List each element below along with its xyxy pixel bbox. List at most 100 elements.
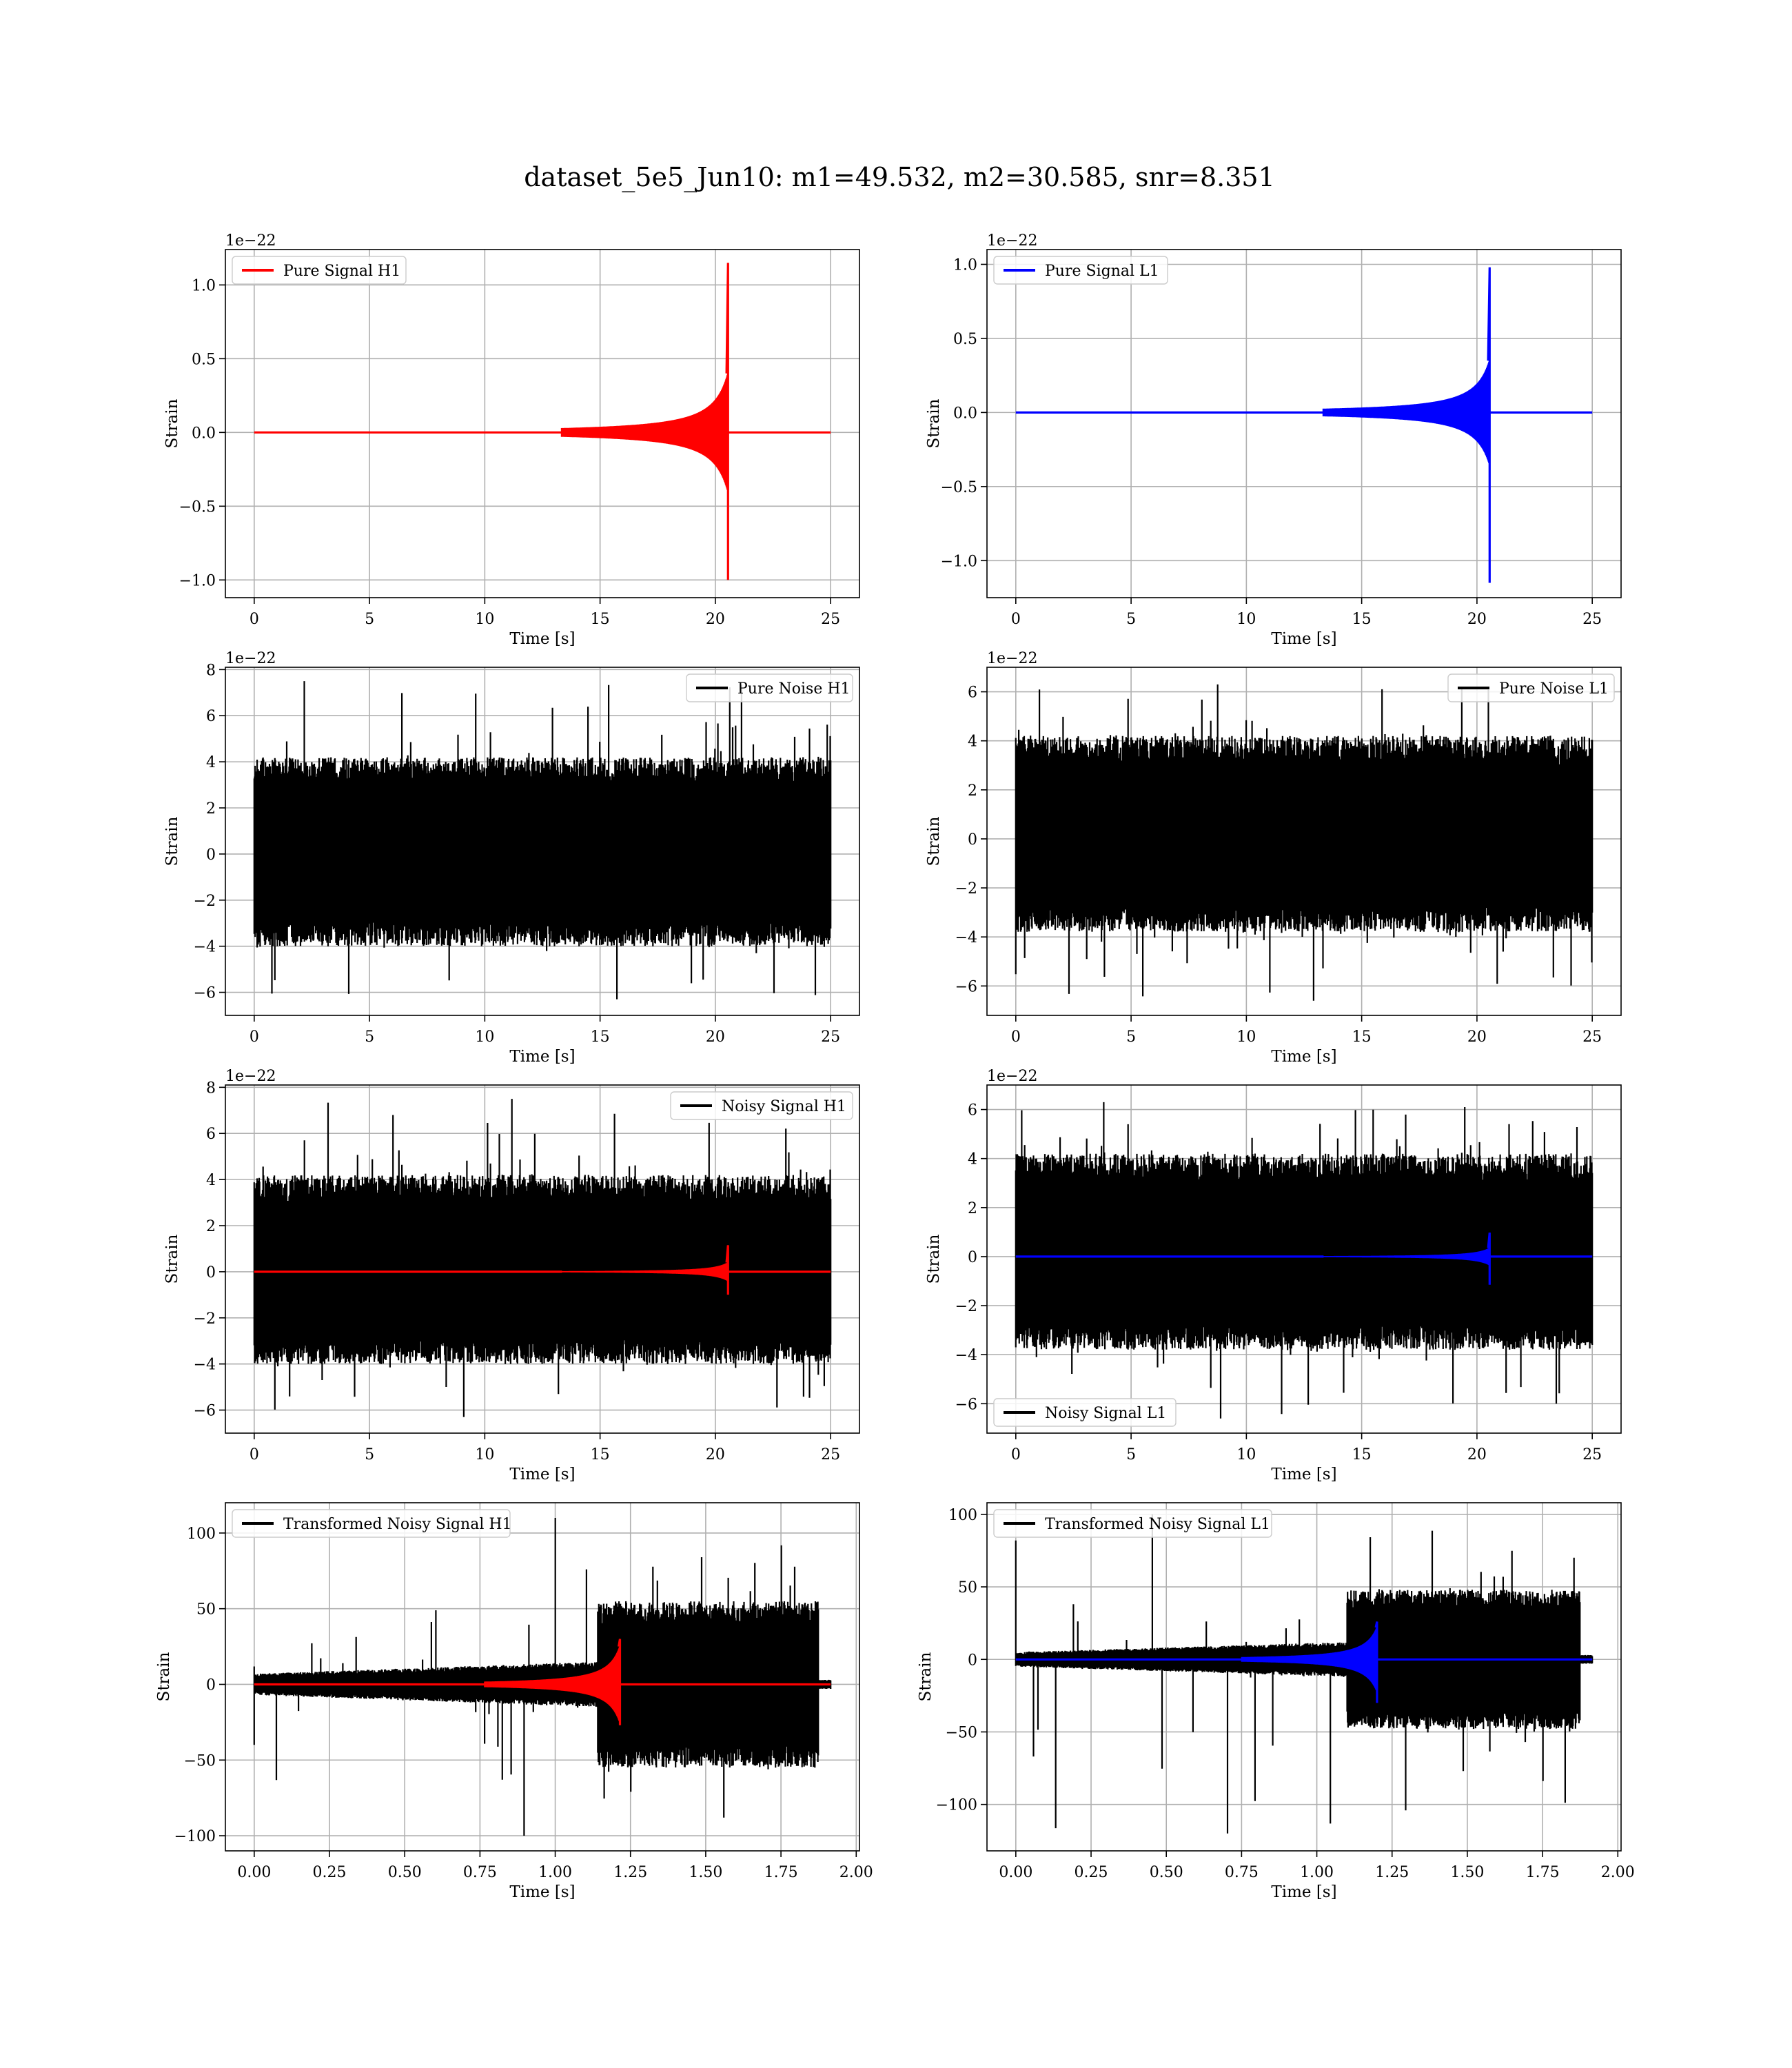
y-tick-label: −4 — [194, 1357, 216, 1374]
axes-frame — [986, 1502, 1622, 1852]
y-axis-label: Strain — [163, 1234, 181, 1284]
plot-area — [1015, 1102, 1594, 1419]
y-tick-label: −6 — [955, 1396, 977, 1413]
x-tick-label: 5 — [1126, 611, 1136, 628]
x-tick-label: 0 — [250, 1028, 259, 1046]
y-axis-label: Strain — [925, 398, 943, 448]
x-axis-label: Time [s] — [509, 1048, 575, 1066]
subplot-transformed-noisy-signal-h1: 0.00 0.25 0.50 0.75 1.00 1.25 1.50 1.75 2.00 −100… — [155, 1502, 873, 1901]
y-tick-label: 50 — [958, 1579, 977, 1596]
x-tick-label: 20 — [706, 1028, 725, 1046]
subplot-pure-noise-h1: 0 5 10 15 20 25 −6 −4 −2 0 2 4 6 8 Time [s] Strain 1e−22… — [163, 650, 860, 1066]
x-tick-label: 25 — [821, 611, 840, 628]
y-tick-label: −6 — [194, 1403, 216, 1420]
figure-title: dataset_5e5_Jun10: m1=49.532, m2=30.585,… — [524, 162, 1275, 193]
y-tick-label: −2 — [955, 880, 977, 898]
x-tick-label: 10 — [1236, 611, 1256, 628]
legend-label: Noisy Signal L1 — [1045, 1405, 1166, 1422]
x-tick-label: 25 — [1582, 611, 1602, 628]
x-tick-label: 5 — [365, 1446, 374, 1463]
x-tick-label: 20 — [1467, 1028, 1487, 1046]
y-tick-label: 2 — [968, 1200, 977, 1217]
y-tick-label: 0 — [206, 1264, 216, 1281]
y-tick-label: −100 — [936, 1797, 977, 1814]
x-tick-label: 20 — [706, 1446, 725, 1463]
axes-frame — [986, 667, 1622, 1016]
x-tick-label: 1.00 — [1300, 1864, 1334, 1881]
x-axis-label: Time [s] — [509, 630, 575, 648]
x-tick-label: 5 — [365, 1028, 374, 1046]
y-tick-label: −6 — [955, 978, 977, 995]
x-tick-label: 2.00 — [1601, 1864, 1635, 1881]
legend-box — [1447, 673, 1615, 702]
legend: Pure Noise L1 — [1447, 673, 1615, 702]
axis-offset-label: 1e−22 — [225, 232, 276, 250]
y-axis-label: Strain — [163, 398, 181, 448]
x-axis-label: Time [s] — [1271, 1466, 1336, 1483]
legend-label: Transformed Noisy Signal H1 — [283, 1516, 512, 1533]
y-tick-label: 6 — [968, 1102, 977, 1119]
x-tick-label: 0.50 — [388, 1864, 422, 1881]
y-tick-label: 0.5 — [192, 351, 216, 368]
x-tick-label: 0 — [1011, 1446, 1021, 1463]
x-tick-label: 25 — [821, 1446, 840, 1463]
y-tick-label: 0.5 — [953, 331, 977, 348]
axes-frame — [986, 1084, 1622, 1434]
y-tick-label: 1.0 — [192, 277, 216, 294]
plot-area — [253, 1099, 832, 1417]
legend-label: Transformed Noisy Signal L1 — [1045, 1516, 1270, 1533]
series-line-chirp-overlay — [1015, 1621, 1593, 1703]
x-tick-label: 15 — [1352, 611, 1372, 628]
y-axis-label: Strain — [925, 1234, 943, 1284]
series-line-chirp-overlay — [1015, 1232, 1593, 1285]
x-tick-label: 0.25 — [1075, 1864, 1108, 1881]
plot-area — [253, 1518, 832, 1836]
x-tick-label: 20 — [1467, 1446, 1487, 1463]
y-tick-label: 0 — [206, 1676, 216, 1694]
x-tick-label: 1.75 — [764, 1864, 798, 1881]
y-tick-label: 8 — [206, 662, 216, 679]
x-tick-label: 15 — [591, 611, 610, 628]
legend: Transformed Noisy Signal H1 — [232, 1509, 512, 1538]
y-axis-label: Strain — [917, 1652, 935, 1701]
x-tick-label: 10 — [1236, 1028, 1256, 1046]
y-tick-label: 4 — [968, 1151, 977, 1168]
x-tick-label: 2.00 — [839, 1864, 873, 1881]
legend: Transformed Noisy Signal L1 — [993, 1509, 1272, 1538]
x-tick-label: 0.25 — [313, 1864, 347, 1881]
y-tick-label: 6 — [206, 708, 216, 725]
plot-area — [253, 681, 832, 1000]
y-tick-label: 0 — [968, 831, 977, 849]
axis-offset-label: 1e−22 — [987, 650, 1037, 667]
series-line-chirp-overlay — [254, 1245, 831, 1295]
y-tick-label: 0 — [968, 1249, 977, 1266]
axis-offset-label: 1e−22 — [225, 650, 276, 667]
axes-frame — [225, 1084, 860, 1434]
x-tick-label: 0.50 — [1150, 1864, 1183, 1881]
subplot-noisy-signal-h1: 0 5 10 15 20 25 −6 −4 −2 0 2 4 6 8 Time [s] Strain 1e−22… — [163, 1068, 860, 1483]
legend-label: Pure Signal L1 — [1045, 263, 1159, 280]
legend: Noisy Signal L1 — [993, 1398, 1177, 1427]
y-tick-label: 1.0 — [953, 256, 977, 274]
y-tick-label: −2 — [955, 1298, 977, 1315]
y-axis-label: Strain — [155, 1652, 173, 1701]
legend-label: Pure Noise L1 — [1499, 680, 1609, 698]
x-tick-label: 15 — [591, 1028, 610, 1046]
axes-frame — [225, 1502, 860, 1852]
legend-box — [670, 1091, 853, 1120]
x-tick-label: 5 — [1126, 1446, 1136, 1463]
y-tick-label: −4 — [194, 939, 216, 956]
x-tick-label: 25 — [1582, 1446, 1602, 1463]
x-tick-label: 10 — [475, 611, 494, 628]
x-tick-label: 5 — [1126, 1028, 1136, 1046]
x-axis-label: Time [s] — [509, 1883, 575, 1901]
x-tick-label: 1.25 — [613, 1864, 647, 1881]
x-tick-label: 0 — [250, 611, 259, 628]
y-tick-label: −2 — [194, 1310, 216, 1328]
x-tick-label: 1.00 — [538, 1864, 572, 1881]
x-tick-label: 0.75 — [463, 1864, 497, 1881]
legend-label: Pure Signal H1 — [283, 263, 400, 280]
series-line-pure-noise-h1 — [253, 681, 832, 1000]
subplot-noisy-signal-l1: 0 5 10 15 20 25 −6 −4 −2 0 2 4 6 Time [s] Strain 1e−22 N… — [925, 1068, 1622, 1483]
